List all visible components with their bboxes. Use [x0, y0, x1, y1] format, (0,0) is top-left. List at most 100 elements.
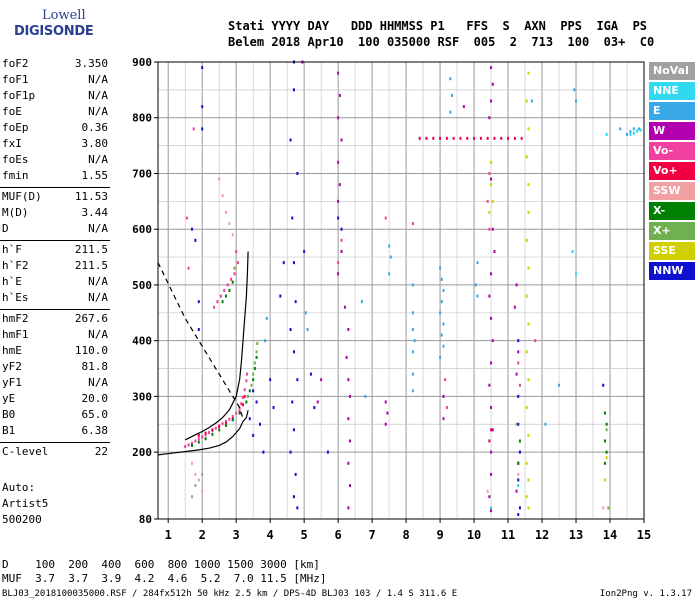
param-name: yF2 — [2, 360, 22, 373]
data-point — [605, 456, 608, 460]
data-point — [224, 210, 227, 214]
data-point — [575, 272, 578, 276]
chart-curves — [157, 251, 249, 456]
data-point — [527, 71, 530, 75]
param-name: foF1p — [2, 89, 36, 102]
data-point — [490, 183, 493, 187]
data-point — [603, 411, 606, 415]
data-point — [252, 433, 255, 437]
data-point — [347, 417, 350, 421]
data-point — [282, 261, 285, 265]
data-point — [349, 394, 352, 398]
y-tick-label: 80 — [139, 513, 152, 526]
data-point — [605, 132, 608, 136]
data-point — [296, 378, 299, 382]
param-row: h`Es N/A — [2, 291, 108, 307]
data-point — [490, 509, 493, 513]
data-point — [233, 266, 236, 270]
data-point — [291, 400, 294, 404]
param-value: N/A — [88, 73, 108, 86]
muf-value-row: MUF 3.7 3.7 3.9 4.2 4.6 5.2 7.0 11.5 [MH… — [2, 572, 327, 585]
series-x — [190, 280, 608, 465]
data-point — [337, 199, 340, 203]
data-point — [201, 66, 204, 70]
data-point — [525, 350, 528, 354]
data-point — [518, 439, 521, 443]
param-row: B1 6.38 — [2, 424, 108, 440]
data-point — [224, 419, 227, 423]
data-point — [197, 440, 200, 444]
data-point — [525, 294, 528, 298]
data-point — [425, 136, 428, 140]
data-point — [235, 411, 238, 415]
data-point — [309, 372, 312, 376]
data-point — [439, 355, 442, 359]
data-point — [337, 272, 340, 276]
data-point — [340, 249, 343, 253]
data-point — [530, 99, 533, 103]
data-point — [337, 160, 340, 164]
series-sse — [488, 71, 608, 510]
data-point — [360, 300, 363, 304]
curve-profile — [184, 251, 249, 441]
data-point — [224, 423, 227, 427]
data-point — [326, 450, 329, 454]
data-point — [476, 294, 479, 298]
data-point — [444, 378, 447, 382]
data-point — [517, 478, 520, 482]
data-point — [347, 378, 350, 382]
data-point — [236, 261, 239, 265]
data-point — [452, 136, 455, 140]
autoscaling-info: Auto: Artist5 500200 — [2, 480, 48, 528]
param-row: fmin 1.55 — [2, 169, 108, 185]
data-point — [224, 294, 227, 298]
param-value: 3.350 — [74, 57, 108, 70]
data-point — [486, 199, 489, 203]
data-point — [445, 406, 448, 410]
data-point — [218, 177, 221, 181]
data-point — [527, 506, 530, 510]
data-point — [473, 136, 476, 140]
y-tick-label: 300 — [132, 390, 152, 403]
data-point — [296, 506, 299, 510]
data-point — [194, 238, 197, 242]
data-point — [449, 77, 452, 81]
data-point — [184, 445, 187, 449]
data-point — [231, 418, 234, 422]
data-point — [486, 136, 489, 140]
param-row: foEp 0.36 — [2, 121, 108, 137]
data-point — [513, 136, 516, 140]
logo-line1: Lowell — [42, 8, 86, 23]
data-point — [216, 300, 219, 304]
data-point — [289, 328, 292, 332]
auto-code: 500200 — [2, 513, 42, 526]
param-value: 110.0 — [74, 344, 108, 357]
legend-entry-nnw: NNW — [649, 262, 695, 280]
data-point — [488, 294, 491, 298]
data-point — [347, 461, 350, 465]
data-point — [440, 277, 443, 281]
auto-artist: Artist5 — [2, 497, 49, 510]
data-point — [491, 199, 494, 203]
data-point — [253, 361, 256, 365]
y-tick-label: 400 — [132, 335, 152, 348]
data-point — [603, 439, 606, 443]
data-point — [527, 478, 530, 482]
param-value: 267.6 — [74, 312, 108, 325]
data-point — [575, 99, 578, 103]
param-row: yF2 81.8 — [2, 360, 108, 376]
data-point — [197, 437, 200, 441]
x-tick-label: 5 — [301, 528, 308, 542]
data-point — [190, 495, 193, 499]
data-point — [256, 341, 259, 345]
data-point — [258, 422, 261, 426]
data-point — [238, 411, 241, 415]
data-point — [313, 406, 316, 410]
x-tick-label: 13 — [569, 528, 583, 542]
param-name: foEp — [2, 121, 29, 134]
data-point — [491, 428, 494, 432]
param-name: C-level — [2, 445, 49, 458]
data-point — [632, 127, 635, 131]
data-point — [490, 99, 493, 103]
data-point — [507, 136, 510, 140]
